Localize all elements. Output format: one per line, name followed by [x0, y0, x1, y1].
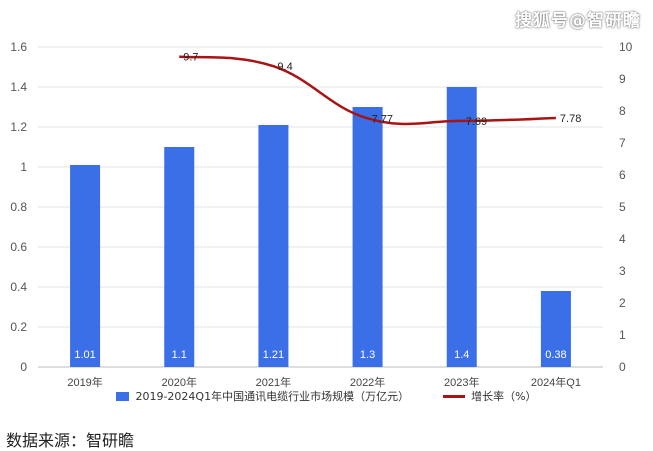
- bar-value-label: 1.01: [74, 349, 95, 361]
- left-tick-label: 0: [20, 360, 27, 374]
- line-value-label: 7.78: [560, 113, 581, 125]
- left-tick-label: 1.4: [10, 80, 27, 94]
- line-data-labels: 9.7 9.4 7.77 7.69 7.78: [183, 52, 581, 128]
- line-value-label: 7.69: [466, 116, 487, 128]
- line-series: [179, 55, 556, 126]
- bar-value-label: 1.1: [172, 349, 187, 361]
- x-tick-label: 2020年: [162, 375, 197, 389]
- legend-bar-swatch: [116, 391, 130, 401]
- bar-value-label: 1.21: [263, 349, 284, 361]
- right-tick-label: 6: [619, 168, 626, 182]
- x-tick-label: 2023年: [444, 375, 479, 389]
- line-value-label: 9.7: [183, 52, 198, 64]
- bar: [446, 87, 477, 367]
- bar: [70, 165, 101, 367]
- gridlines: [38, 46, 603, 368]
- right-tick-label: 2: [619, 296, 626, 310]
- bar-value-label: 1.4: [454, 349, 469, 361]
- growth-rate-line: [179, 55, 556, 126]
- x-tick-label: 2019年: [67, 375, 102, 389]
- right-axis-ticks: 0 1 2 3 4 5 6 7 8 9 10: [619, 40, 633, 374]
- x-axis-ticks: 2019年 2020年 2021年 2022年 2023年 2024年Q1: [67, 375, 581, 389]
- bar: [164, 147, 195, 367]
- right-tick-label: 1: [619, 328, 626, 342]
- bar: [540, 291, 571, 367]
- bar-value-label: 1.3: [360, 349, 375, 361]
- left-tick-label: 1.2: [10, 120, 27, 134]
- right-tick-label: 5: [619, 200, 626, 214]
- left-tick-label: 0.6: [10, 240, 27, 254]
- left-tick-label: 0.2: [10, 320, 27, 334]
- left-tick-label: 1.6: [10, 40, 27, 54]
- bar-value-label: 0.38: [545, 349, 566, 361]
- right-tick-label: 8: [619, 104, 626, 118]
- watermark: 搜狐号@智研瞻: [515, 11, 641, 31]
- bar-data-labels: 1.01 1.1 1.21 1.3 1.4 0.38: [74, 349, 566, 361]
- right-tick-label: 10: [619, 40, 633, 54]
- left-tick-label: 1: [20, 160, 27, 174]
- legend-line-label: 增长率（%）: [471, 390, 537, 403]
- left-axis-ticks: 0 0.2 0.4 0.6 0.8 1 1.2 1.4 1.6: [10, 40, 27, 374]
- right-tick-label: 7: [619, 136, 626, 150]
- bar-series: [70, 87, 571, 367]
- legend-bar-label: 2019-2024Q1年中国通讯电缆行业市场规模（万亿元）: [135, 390, 410, 403]
- legend-item-line: 增长率（%）: [443, 388, 537, 404]
- bar: [352, 107, 383, 367]
- right-tick-label: 4: [619, 232, 626, 246]
- left-tick-label: 0.8: [10, 200, 27, 214]
- x-tick-label: 2021年: [256, 375, 291, 389]
- data-source-note: 数据来源：智研瞻: [6, 431, 135, 450]
- bar: [258, 125, 289, 367]
- x-tick-label: 2022年: [350, 375, 385, 389]
- legend: 2019-2024Q1年中国通讯电缆行业市场规模（万亿元） 增长率（%）: [0, 388, 653, 404]
- legend-item-bar: 2019-2024Q1年中国通讯电缆行业市场规模（万亿元）: [116, 388, 409, 404]
- line-value-label: 7.77: [372, 113, 393, 125]
- left-tick-label: 0.4: [10, 280, 27, 294]
- right-tick-label: 0: [619, 360, 626, 374]
- x-tick-label: 2024年Q1: [531, 375, 581, 389]
- right-tick-label: 9: [619, 72, 626, 86]
- line-value-label: 9.4: [277, 61, 292, 73]
- right-tick-label: 3: [619, 264, 626, 278]
- legend-line-swatch: [443, 394, 466, 398]
